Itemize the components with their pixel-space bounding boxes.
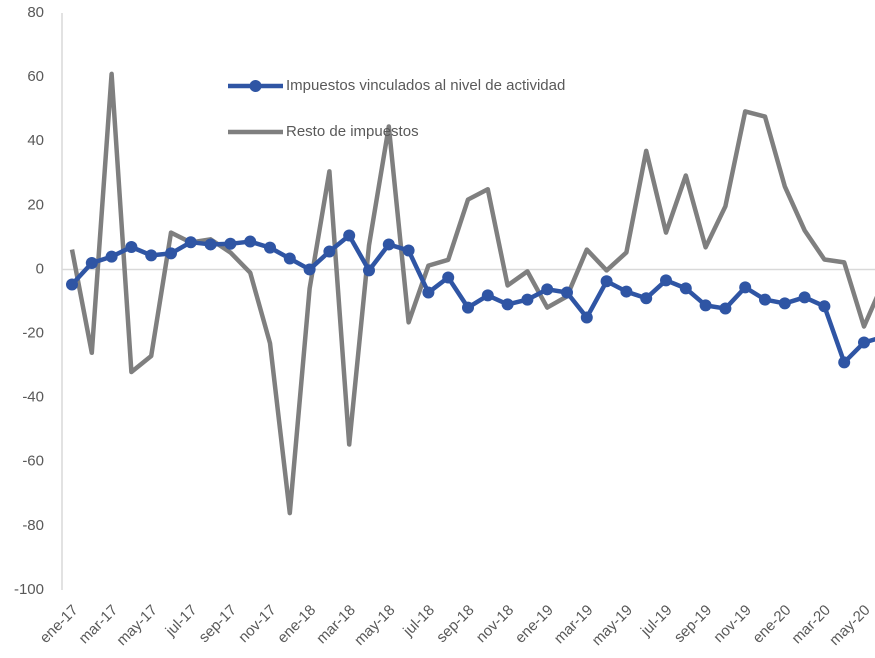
x-tick-label: mar-19 [551, 602, 597, 648]
series-marker [679, 282, 692, 295]
series-marker [323, 245, 336, 258]
x-tick-label: may-20 [826, 602, 873, 649]
series-marker [422, 286, 435, 299]
x-tick-label: may-19 [589, 602, 636, 649]
x-tick-label: ene-17 [37, 602, 82, 647]
series-marker [858, 336, 870, 349]
series-marker [125, 241, 138, 254]
series-marker [521, 293, 534, 306]
series-marker [462, 301, 474, 314]
series-marker [264, 241, 276, 254]
x-tick-label: ene-19 [512, 602, 557, 647]
y-tick-label: -100 [14, 581, 44, 598]
y-tick-label: 20 [27, 196, 44, 213]
series-marker [165, 247, 177, 260]
series-marker [699, 299, 712, 312]
series-marker [759, 293, 771, 306]
x-tick-label: sep-18 [433, 602, 477, 646]
x-tick-label: mar-18 [313, 602, 359, 648]
legend-marker [249, 80, 262, 92]
series-marker [481, 289, 494, 302]
series-marker [442, 271, 455, 284]
series-marker [363, 264, 375, 277]
series-marker [283, 252, 296, 265]
y-tick-label: 80 [27, 4, 44, 21]
y-tick-label: -60 [22, 453, 44, 470]
series-marker [640, 292, 653, 305]
series-marker [382, 238, 395, 251]
series-line [70, 233, 875, 365]
series-marker [580, 311, 593, 324]
series-marker [739, 281, 752, 294]
series-marker [184, 236, 197, 249]
series-marker [145, 249, 158, 262]
series-marker [224, 237, 237, 250]
x-tick-label: may-18 [351, 602, 398, 649]
series-marker [798, 291, 811, 304]
series-marker [541, 283, 554, 296]
x-tick-label: nov-19 [710, 602, 754, 646]
series-marker [620, 285, 633, 298]
series-marker [501, 298, 514, 311]
x-tick-label: ene-18 [274, 602, 319, 647]
series-marker [600, 275, 613, 288]
series-marker [204, 238, 217, 251]
series-marker [818, 300, 831, 313]
series-marker [719, 302, 732, 315]
series-marker [838, 356, 851, 369]
y-tick-label: 60 [27, 68, 44, 85]
x-tick-label: sep-19 [671, 602, 715, 646]
y-tick-label: 40 [27, 132, 44, 149]
series-marker [85, 257, 98, 270]
series-marker [66, 278, 78, 291]
plot-area [66, 71, 875, 516]
series-marker [343, 229, 356, 242]
y-tick-label: -40 [22, 389, 44, 406]
y-tick-label: -20 [22, 325, 44, 342]
series-marker [561, 286, 573, 299]
x-tick-label: nov-18 [473, 602, 517, 646]
legend-label: Resto de impuestos [286, 123, 419, 140]
x-tick-label: nov-17 [235, 602, 279, 646]
legend-label: Impuestos vinculados al nivel de activid… [286, 77, 565, 94]
series-marker [778, 297, 791, 310]
series-marker [303, 263, 316, 276]
y-tick-label: 0 [36, 260, 44, 277]
x-tick-label: sep-17 [196, 602, 240, 646]
series-marker [402, 244, 415, 257]
x-tick-label: may-17 [113, 602, 160, 649]
x-tick-label: mar-20 [788, 602, 834, 648]
series-marker [105, 250, 118, 263]
series-marker [244, 235, 257, 248]
x-tick-label: ene-20 [749, 602, 794, 647]
series-marker [660, 274, 672, 287]
y-tick-label: -80 [22, 517, 44, 534]
x-tick-label: mar-17 [76, 602, 122, 648]
